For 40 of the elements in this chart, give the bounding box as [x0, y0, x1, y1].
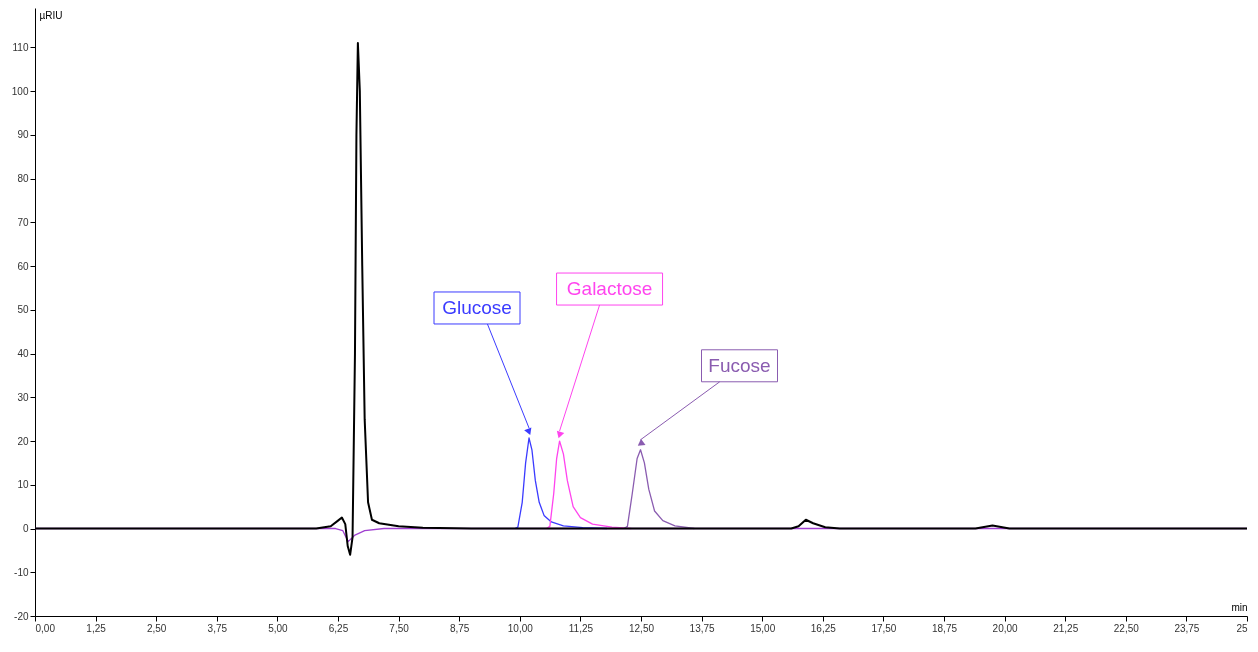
- y-tick-label: 60: [17, 260, 29, 272]
- y-tick-label: 0: [22, 523, 29, 535]
- x-tick-label: 12,50: [628, 622, 655, 634]
- y-tick-label: 80: [17, 173, 29, 185]
- y-tick-label: 30: [17, 391, 29, 403]
- x-tick-label: 6,25: [328, 622, 349, 634]
- text: Glucose: [442, 296, 512, 318]
- x-tick-label: 0,00: [35, 622, 56, 634]
- y-tick-label: 70: [17, 216, 29, 228]
- y-axis-title: µRIU: [39, 9, 63, 21]
- y-tick-label: 110: [12, 41, 29, 53]
- x-tick-label: 25: [1236, 622, 1248, 634]
- x-tick-label: 21,25: [1053, 622, 1079, 634]
- x-tick-label: 3,75: [207, 622, 228, 634]
- text: Galactose: [566, 278, 653, 300]
- y-tick-label: 40: [17, 348, 29, 360]
- x-tick-label: 2,50: [146, 622, 167, 634]
- x-tick-label: 18,75: [931, 622, 958, 634]
- y-tick-label: -20: [14, 610, 29, 622]
- y-tick-label: 100: [11, 85, 29, 97]
- x-tick-label: 15,00: [750, 622, 776, 634]
- x-tick-label: 13,75: [689, 622, 716, 634]
- x-tick-label: 20,00: [992, 622, 1019, 634]
- x-tick-label: 22,50: [1113, 622, 1140, 634]
- x-axis-title: min: [1231, 601, 1248, 613]
- y-tick-label: 20: [17, 435, 29, 447]
- x-tick-label: 17,50: [871, 622, 897, 634]
- x-tick-label: 11,25: [568, 622, 594, 634]
- y-tick-label: -10: [14, 566, 29, 578]
- x-tick-label: 5,00: [268, 622, 289, 634]
- x-tick-label: 8,75: [449, 622, 470, 634]
- x-tick-label: 10,00: [507, 622, 534, 634]
- y-tick-label: 90: [17, 129, 29, 141]
- x-tick-label: 16,25: [810, 622, 837, 634]
- x-tick-label: 7,50: [389, 622, 410, 634]
- x-tick-label: 23,75: [1174, 622, 1200, 634]
- x-tick-label: 1,25: [86, 622, 107, 634]
- y-tick-label: 10: [17, 479, 29, 491]
- text: Fucose: [708, 354, 771, 376]
- y-tick-label: 50: [17, 304, 29, 316]
